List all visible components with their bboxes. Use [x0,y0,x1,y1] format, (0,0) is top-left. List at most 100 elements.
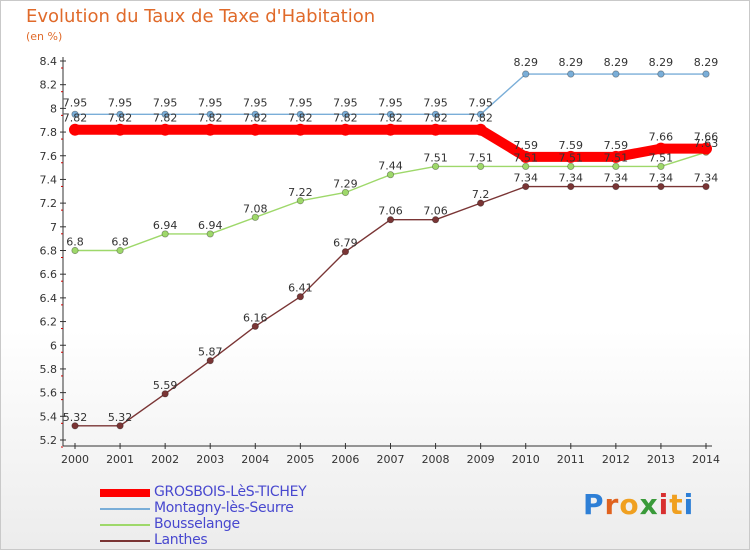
data-point [702,182,710,191]
x-tick-label: 2005 [286,453,314,466]
data-label: 7.2 [472,188,490,201]
data-point [522,162,530,171]
data-label: 7.59 [604,139,629,152]
data-label: 7.06 [378,205,403,218]
data-point [341,188,350,197]
data-point [71,422,79,430]
data-label: 7.95 [108,96,133,109]
data-point [206,357,214,365]
x-tick-label: 2010 [512,453,540,466]
data-point [431,162,440,171]
logo-letter: o [619,488,640,521]
data-point [429,123,442,136]
proxiti-logo: Proxiti [583,488,694,521]
data-point [612,70,620,78]
data-point [612,162,620,171]
data-label: 7.82 [378,112,403,125]
legend-swatch [100,508,150,510]
x-tick-label: 2009 [467,453,495,466]
y-tick-label: 6.2 [40,316,58,329]
data-label: 7.82 [198,112,223,125]
y-tick-label: 5.6 [40,387,58,400]
data-label: 5.59 [153,379,178,392]
data-label: 7.95 [468,96,493,109]
data-point [294,123,307,136]
data-label: 7.44 [378,160,403,173]
data-label: 7.51 [423,151,448,164]
data-point [477,162,485,171]
y-tick-label: 5.8 [40,363,58,376]
data-label: 7.06 [423,205,448,218]
data-label: 7.59 [559,139,584,152]
data-point [657,70,665,78]
y-tick-label: 7 [50,221,57,234]
data-label: 8.29 [513,56,538,69]
data-point [654,142,667,155]
data-label: 7.29 [333,177,358,190]
data-point [474,123,487,136]
data-point [612,182,620,191]
data-point [114,123,127,136]
data-label: 8.29 [694,56,719,69]
data-label: 7.82 [423,112,448,125]
logo-letter: x [639,488,659,521]
data-label: 7.95 [288,96,313,109]
data-label: 6.41 [288,282,313,295]
data-label: 7.95 [243,96,268,109]
data-point [431,216,440,224]
logo-letter: i [683,488,695,521]
data-label: 6.94 [198,219,223,232]
data-label: 6.16 [243,311,268,324]
y-tick-label: 6.4 [40,292,58,305]
data-label: 7.34 [559,172,584,185]
data-label: 6.94 [153,219,178,232]
data-label: 5.87 [198,346,223,359]
legend-label: Lanthes [154,532,208,548]
data-label: 7.51 [513,151,538,164]
x-tick-label: 2011 [557,453,585,466]
x-tick-label: 2007 [377,453,405,466]
data-point [431,110,440,118]
data-point [522,182,530,191]
logo-letter: P [583,488,605,521]
data-point [567,162,575,171]
data-point [206,230,214,238]
y-tick-label: 5.4 [40,410,58,423]
data-label: 7.08 [243,202,268,215]
y-tick-label: 8 [50,102,57,115]
data-point [204,123,217,136]
x-tick-label: 2003 [196,453,224,466]
logo-letter: i [658,488,670,521]
data-point [296,110,304,118]
y-tick-label: 8.4 [40,55,58,68]
data-point [159,123,172,136]
data-label: 5.32 [108,411,133,424]
data-label: 7.82 [153,112,178,125]
data-label: 7.34 [513,172,538,185]
chart-title: Evolution du Taux de Taxe d'Habitation [26,6,376,27]
data-label: 8.29 [559,56,584,69]
data-label: 7.59 [513,139,538,152]
data-point [386,171,395,179]
data-label: 7.95 [63,96,88,109]
y-tick-label: 8.2 [40,79,58,92]
x-tick-label: 2012 [602,453,630,466]
data-point [161,110,169,118]
data-label: 7.82 [468,112,493,125]
data-label: 7.82 [243,112,268,125]
data-point [384,123,397,136]
data-point [386,110,395,118]
y-tick-label: 5.2 [40,434,58,447]
data-point [161,230,169,238]
data-label: 8.29 [649,56,674,69]
data-point [341,248,350,256]
data-label: 7.66 [694,131,719,144]
data-point [339,123,352,136]
x-tick-label: 2014 [692,453,720,466]
data-label: 7.95 [153,96,178,109]
y-tick-label: 7.4 [40,173,58,186]
data-point [296,293,304,301]
y-tick-label: 7.6 [40,150,58,163]
